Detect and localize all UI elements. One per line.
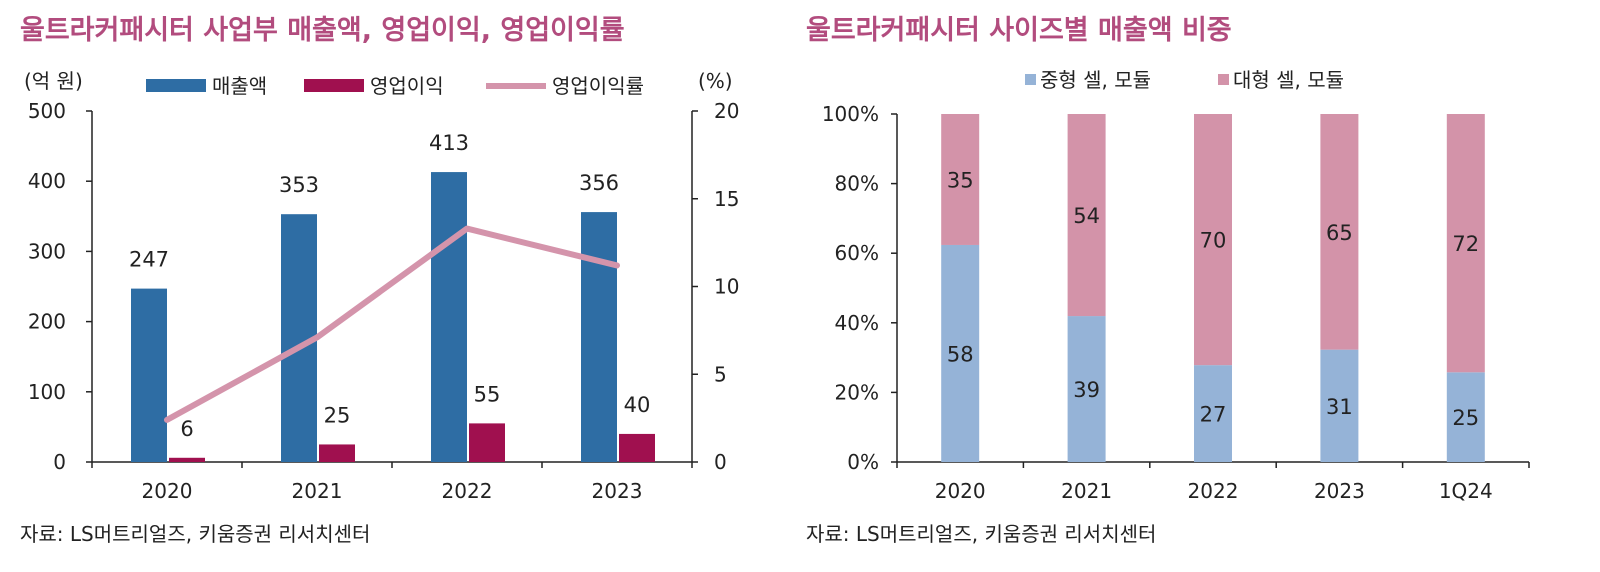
y-tick-label: 20% <box>835 380 879 404</box>
y2-tick-label: 0 <box>714 450 727 474</box>
mid-cell-data-label: 25 <box>1452 406 1479 430</box>
x-tick-label: 2020 <box>142 479 193 503</box>
revenue-bar <box>581 212 617 462</box>
op-income-data-label: 6 <box>180 417 193 441</box>
mid-cell-data-label: 39 <box>1073 378 1100 402</box>
large-cell-bar-segment <box>941 114 980 245</box>
y-tick-label: 100 <box>28 380 66 404</box>
op-income-bar <box>619 433 655 462</box>
y2-tick-label: 5 <box>714 362 727 386</box>
x-tick-label: 2021 <box>1061 479 1112 503</box>
legend-swatch-op-income <box>304 79 364 92</box>
left-chart-panel: 울트라커패시터 사업부 매출액, 영업이익, 영업이익률 0 100 200 300 4… <box>0 0 760 572</box>
revenue-data-label: 353 <box>279 173 319 197</box>
mid-cell-bar-segment <box>1067 316 1106 462</box>
op-margin-point <box>166 418 168 421</box>
large-cell-data-label: 70 <box>1200 229 1227 253</box>
revenue-data-label: 413 <box>429 131 469 155</box>
y-tick-label: 500 <box>28 99 66 123</box>
y-tick-label: 0 <box>53 450 66 474</box>
op-margin-point <box>316 336 318 339</box>
x-tick-label: 2023 <box>592 479 643 503</box>
y-tick-label: 300 <box>28 239 66 263</box>
mid-cell-bar-segment <box>1194 365 1232 462</box>
x-tick-label: 2022 <box>442 479 493 503</box>
y2-tick-label: 10 <box>714 275 739 299</box>
revenue-data-label: 356 <box>579 171 619 195</box>
mid-cell-bar-segment <box>1446 372 1485 462</box>
legend-label-mid-cell: 중형 셀, 모듈 <box>1040 68 1151 92</box>
large-cell-bar-segment <box>1067 114 1106 317</box>
revenue-bar <box>131 288 167 462</box>
y-tick-label: 40% <box>835 311 879 335</box>
left-chart-title: 울트라커패시터 사업부 매출액, 영업이익, 영업이익률 <box>20 15 625 46</box>
mid-cell-bar-segment <box>1320 349 1359 462</box>
y-tick-label: 0% <box>847 450 879 474</box>
revenue-data-label: 247 <box>129 248 169 272</box>
large-cell-bar-segment <box>1320 114 1359 350</box>
legend-swatch-revenue <box>146 79 206 92</box>
op-margin-point <box>466 227 468 230</box>
legend-swatch-large-cell <box>1218 74 1229 85</box>
right-chart-panel: 울트라커패시터 사이즈별 매출액 비중 0% 20% 40% 60% 80% 100% 58… <box>800 0 1600 572</box>
large-cell-data-label: 35 <box>947 168 974 192</box>
large-cell-bar-segment <box>1446 114 1485 373</box>
right-chart-source: 자료: LS머트리얼즈, 키움증권 리서치센터 <box>806 522 1157 546</box>
large-cell-data-label: 65 <box>1326 221 1353 245</box>
legend-label-large-cell: 대형 셀, 모듈 <box>1233 68 1344 92</box>
large-cell-bar-segment <box>1194 114 1232 366</box>
legend-swatch-mid-cell <box>1025 74 1036 85</box>
op-income-data-label: 55 <box>474 382 501 406</box>
y2-tick-label: 15 <box>714 187 739 211</box>
op-income-bar <box>319 444 355 462</box>
x-tick-label: 2022 <box>1188 479 1239 503</box>
op-income-data-label: 40 <box>624 393 651 417</box>
mid-cell-data-label: 31 <box>1326 395 1353 419</box>
op-margin-point <box>616 264 618 267</box>
y-tick-label: 200 <box>28 310 66 334</box>
x-tick-label: 2020 <box>935 479 986 503</box>
y-tick-label: 60% <box>835 241 879 265</box>
mid-cell-bar-segment <box>941 244 980 462</box>
x-tick-label: 2021 <box>292 479 343 503</box>
large-cell-data-label: 72 <box>1452 232 1479 256</box>
y-tick-label: 400 <box>28 169 66 193</box>
revenue-bar <box>431 172 467 462</box>
right-chart-plot: 0% 20% 40% 60% 80% 100% 58 35 2020 39 54 2021 27 70 20… <box>822 68 1530 503</box>
mid-cell-data-label: 27 <box>1200 403 1227 427</box>
left-chart-source: 자료: LS머트리얼즈, 키움증권 리서치센터 <box>20 522 371 546</box>
large-cell-data-label: 54 <box>1073 204 1100 228</box>
y-axis-unit-label: (억 원) <box>24 69 83 93</box>
op-income-data-label: 25 <box>324 403 351 427</box>
x-tick-label: 2023 <box>1314 479 1365 503</box>
mid-cell-data-label: 58 <box>947 342 974 366</box>
legend-label-revenue: 매출액 <box>212 74 267 98</box>
y-tick-label: 100% <box>822 102 879 126</box>
op-income-bar <box>469 423 505 462</box>
op-income-bar <box>169 457 205 462</box>
right-chart-title: 울트라커패시터 사이즈별 매출액 비중 <box>806 15 1232 46</box>
y-tick-label: 80% <box>835 172 879 196</box>
op-margin-line <box>164 225 620 423</box>
legend-label-op-income: 영업이익 <box>370 74 444 98</box>
legend-label-op-margin: 영업이익률 <box>552 74 644 98</box>
x-tick-label: 1Q24 <box>1439 479 1493 503</box>
y2-axis-unit-label: (%) <box>698 69 733 93</box>
y2-tick-label: 20 <box>714 99 739 123</box>
